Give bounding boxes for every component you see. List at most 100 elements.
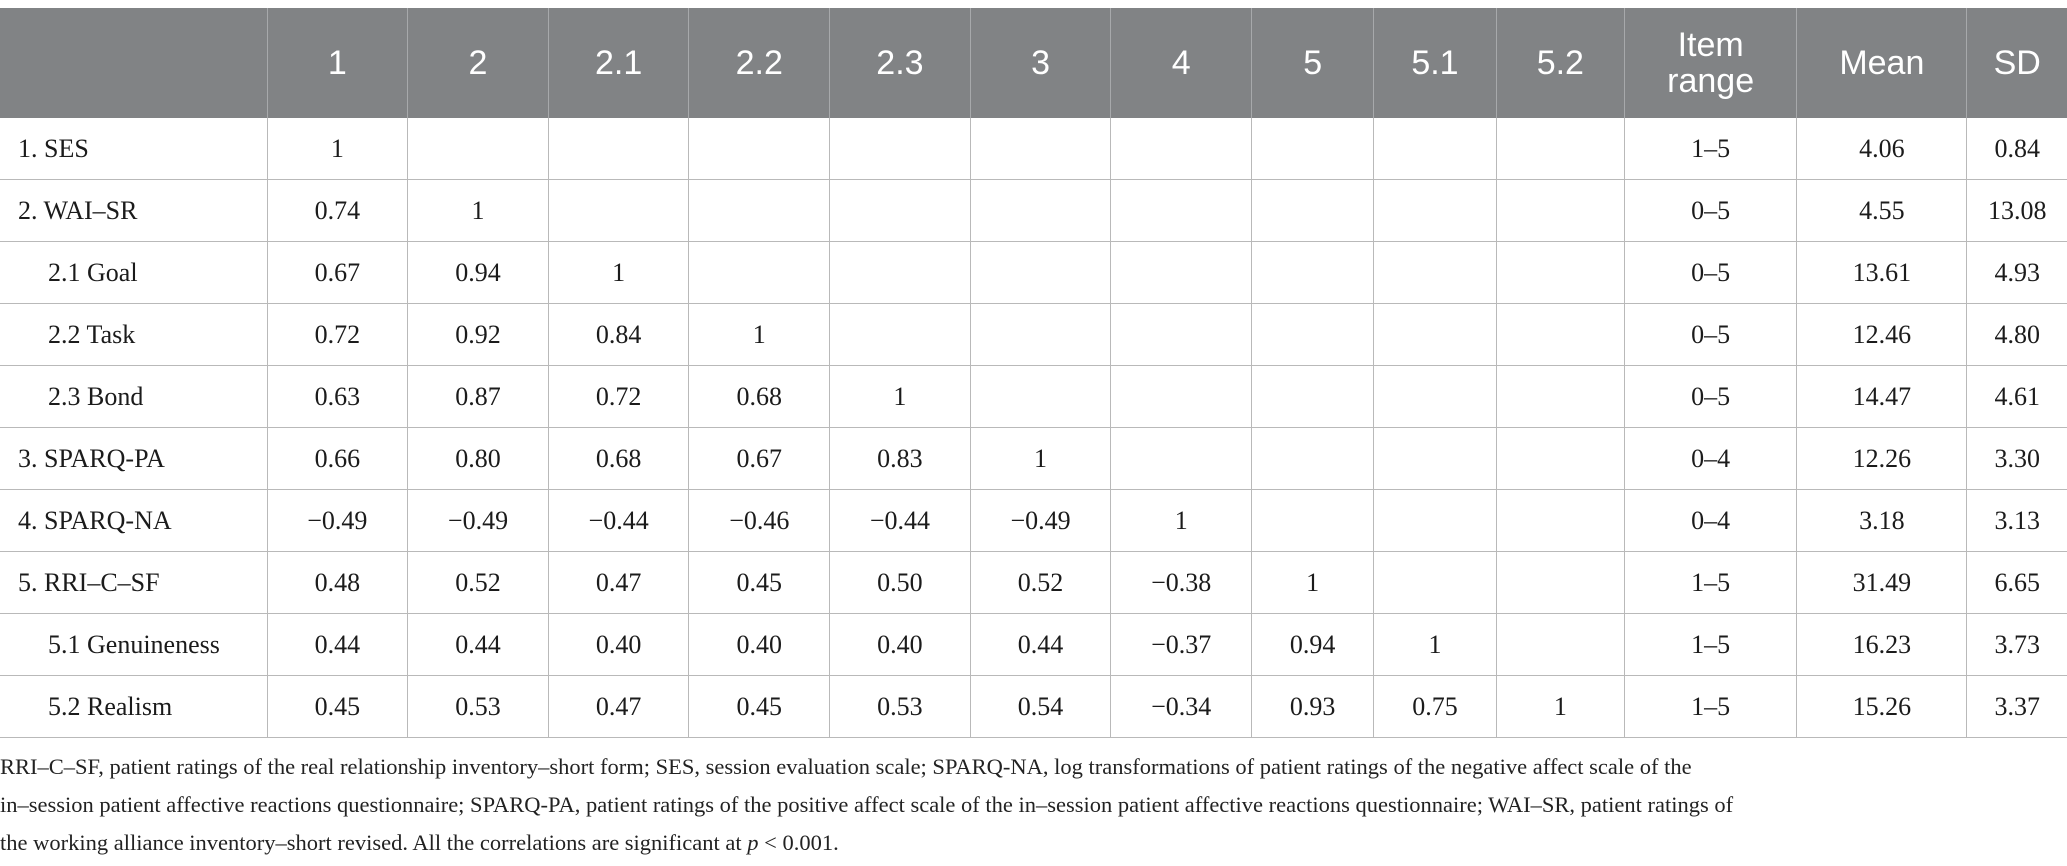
table-cell <box>688 118 831 180</box>
table-cell: 0.72 <box>267 303 409 366</box>
header-cell: 5.2 <box>1496 8 1626 118</box>
table-cell <box>1373 365 1497 428</box>
table-cell: 0.44 <box>970 613 1112 676</box>
table-cell: 0.40 <box>829 613 971 676</box>
table-cell: 0.40 <box>548 613 690 676</box>
footnote-p-threshold: < 0.001. <box>758 830 839 855</box>
header-cell: SD <box>1966 8 2067 118</box>
table-row: 2.2 Task 0.72 0.92 0.84 1 0–5 12.46 4.80 <box>0 303 2067 366</box>
table-cell: 0–4 <box>1624 427 1798 490</box>
table-cell: 1–5 <box>1624 118 1798 180</box>
table-cell <box>829 118 971 180</box>
table-body: 1. SES 1 1–5 4.06 0.84 2. WAI–SR 0.74 1 0–5 4.55 1… <box>0 118 2067 738</box>
table-cell: 3.37 <box>1966 675 2067 738</box>
table-cell: 4.55 <box>1796 179 1968 242</box>
table-cell: 1 <box>407 179 549 242</box>
table-row: 2. WAI–SR 0.74 1 0–5 4.55 13.08 <box>0 179 2067 242</box>
table-cell <box>1373 303 1497 366</box>
row-label: 1. SES <box>0 118 268 180</box>
row-label: 2.3 Bond <box>0 365 268 428</box>
row-label: 2.1 Goal <box>0 241 268 304</box>
table-row: 2.1 Goal 0.67 0.94 1 0–5 13.61 4.93 <box>0 241 2067 304</box>
table-header: 1 2 2.1 2.2 2.3 3 4 5 5.1 5.2 Item range Mean SD <box>0 8 2067 118</box>
table-cell: 3.30 <box>1966 427 2067 490</box>
table-cell: 0.94 <box>1251 613 1375 676</box>
table-row: 4. SPARQ-NA −0.49 −0.49 −0.44 −0.46 −0.44 −0.4… <box>0 489 2067 552</box>
table-cell <box>1373 551 1497 614</box>
table-cell: 0.68 <box>548 427 690 490</box>
table-cell: 0–4 <box>1624 489 1798 552</box>
table-cell: 0.63 <box>267 365 409 428</box>
table-cell: 0.67 <box>688 427 831 490</box>
table-cell <box>1496 303 1626 366</box>
table-cell: 0.74 <box>267 179 409 242</box>
table-cell <box>1496 427 1626 490</box>
table-cell: 0.83 <box>829 427 971 490</box>
table-cell <box>1251 427 1375 490</box>
table-cell: −0.38 <box>1110 551 1253 614</box>
table-cell <box>970 303 1112 366</box>
table-cell: −0.44 <box>829 489 971 552</box>
footnote-line-3: the working alliance inventory–short rev… <box>0 824 2067 862</box>
header-cell: 4 <box>1110 8 1253 118</box>
footnote-line-2: in–session patient affective reactions q… <box>0 792 1734 817</box>
row-label: 5. RRI–C–SF <box>0 551 268 614</box>
table-cell <box>548 179 690 242</box>
footnote-p-variable: p <box>747 830 759 855</box>
table-cell <box>1373 241 1497 304</box>
table-cell: 3.73 <box>1966 613 2067 676</box>
table-footnote: RRI–C–SF, patient ratings of the real re… <box>0 748 2067 862</box>
table-cell: 0.44 <box>407 613 549 676</box>
table-cell: −0.49 <box>970 489 1112 552</box>
table-row: 5.1 Genuineness 0.44 0.44 0.40 0.40 0.40 0.44−… <box>0 613 2067 676</box>
table-cell: 0.53 <box>407 675 549 738</box>
table-cell: 6.65 <box>1966 551 2067 614</box>
table-cell <box>1373 427 1497 490</box>
row-label: 3. SPARQ-PA <box>0 427 268 490</box>
table-cell: 0.80 <box>407 427 549 490</box>
table-cell <box>1110 427 1253 490</box>
table-cell: 0.47 <box>548 675 690 738</box>
table-row: 2.3 Bond 0.63 0.87 0.72 0.68 1 0–5 14.47 4.61 <box>0 365 2067 428</box>
table-cell <box>1373 489 1497 552</box>
table-cell: 1 <box>1373 613 1497 676</box>
table-cell: 1 <box>1251 551 1375 614</box>
table-cell: 0.68 <box>688 365 831 428</box>
table-cell: 1 <box>829 365 971 428</box>
header-cell: 2.3 <box>829 8 971 118</box>
table-cell <box>829 179 971 242</box>
table-cell <box>1251 241 1375 304</box>
table-cell <box>688 179 831 242</box>
table-cell: −0.49 <box>267 489 409 552</box>
header-cell: 5 <box>1251 8 1375 118</box>
row-label: 2. WAI–SR <box>0 179 268 242</box>
table-cell: 0.53 <box>829 675 971 738</box>
table-row: 5.2 Realism 0.45 0.53 0.47 0.45 0.53 0.54 −0.34… <box>0 675 2067 738</box>
table-cell <box>1110 241 1253 304</box>
table-cell: 0.45 <box>267 675 409 738</box>
table-cell: 0.40 <box>688 613 831 676</box>
row-label: 5.2 Realism <box>0 675 268 738</box>
table-cell <box>970 241 1112 304</box>
header-cell: 5.1 <box>1373 8 1497 118</box>
table-cell: 0.67 <box>267 241 409 304</box>
table-cell: 0.72 <box>548 365 690 428</box>
table-cell <box>1496 179 1626 242</box>
table-cell <box>548 118 690 180</box>
table-cell: 31.49 <box>1796 551 1968 614</box>
table-cell: 12.26 <box>1796 427 1968 490</box>
table-cell: 1 <box>970 427 1112 490</box>
table-cell: −0.37 <box>1110 613 1253 676</box>
table-cell <box>970 365 1112 428</box>
table-cell: −0.49 <box>407 489 549 552</box>
table-cell: 0.45 <box>688 675 831 738</box>
table-cell: 1–5 <box>1624 675 1798 738</box>
table-cell: 16.23 <box>1796 613 1968 676</box>
table-cell: 0.44 <box>267 613 409 676</box>
table-cell: −0.34 <box>1110 675 1253 738</box>
table-cell <box>1496 118 1626 180</box>
table-cell: 0–5 <box>1624 179 1798 242</box>
table-cell: 0.48 <box>267 551 409 614</box>
table-cell <box>829 241 971 304</box>
table-cell: 0–5 <box>1624 365 1798 428</box>
